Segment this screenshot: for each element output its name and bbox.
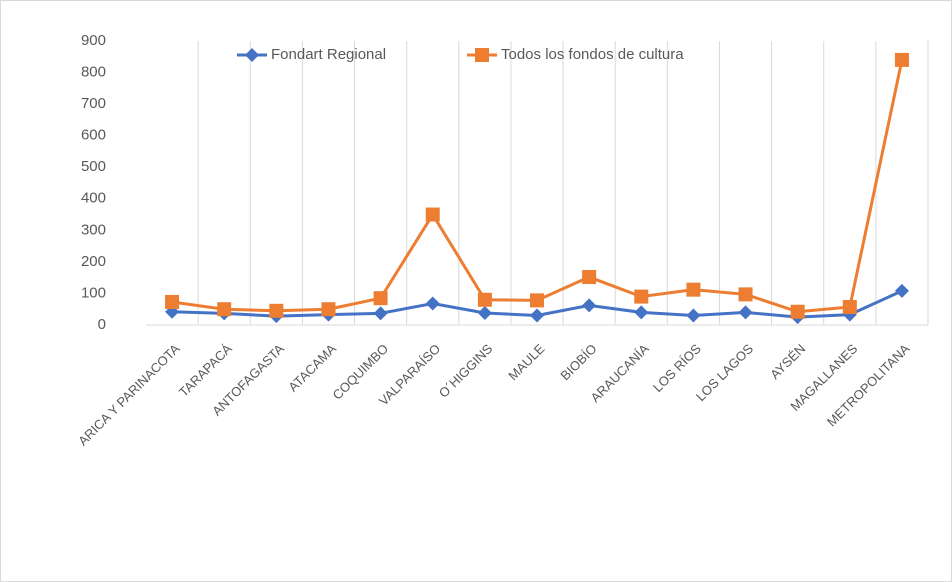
data-point <box>582 270 597 285</box>
data-point <box>634 289 649 304</box>
data-point <box>686 308 701 323</box>
data-point <box>634 305 649 320</box>
data-point <box>738 305 753 320</box>
data-point <box>217 302 232 317</box>
data-point <box>790 304 805 319</box>
legend-label: Todos los fondos de cultura <box>501 46 684 63</box>
y-tick-label: 700 <box>81 95 106 112</box>
data-point <box>686 282 701 297</box>
data-point <box>530 293 544 308</box>
y-tick-label: 300 <box>81 221 106 238</box>
data-point <box>425 296 440 311</box>
data-point <box>477 306 492 321</box>
data-point <box>477 292 492 307</box>
y-tick-label: 100 <box>81 284 106 301</box>
data-point <box>165 294 180 309</box>
data-point <box>738 287 753 302</box>
data-point <box>842 300 857 315</box>
y-tick-label: 0 <box>98 316 106 333</box>
y-tick-label: 800 <box>81 64 106 81</box>
data-point <box>373 306 388 321</box>
legend-label: Fondart Regional <box>271 46 386 63</box>
data-point <box>894 283 909 298</box>
data-point <box>582 298 597 313</box>
data-point <box>321 302 336 317</box>
data-point <box>530 308 544 323</box>
data-point <box>373 291 388 306</box>
y-tick-label: 200 <box>81 253 106 270</box>
y-tick-label: 500 <box>81 158 106 175</box>
data-point <box>894 52 909 67</box>
y-tick-label: 900 <box>81 32 106 49</box>
data-point <box>425 207 440 222</box>
y-tick-label: 400 <box>81 190 106 207</box>
legend-marker <box>245 48 259 62</box>
data-point <box>269 303 284 318</box>
y-tick-label: 600 <box>81 127 106 144</box>
legend-marker <box>475 48 489 62</box>
